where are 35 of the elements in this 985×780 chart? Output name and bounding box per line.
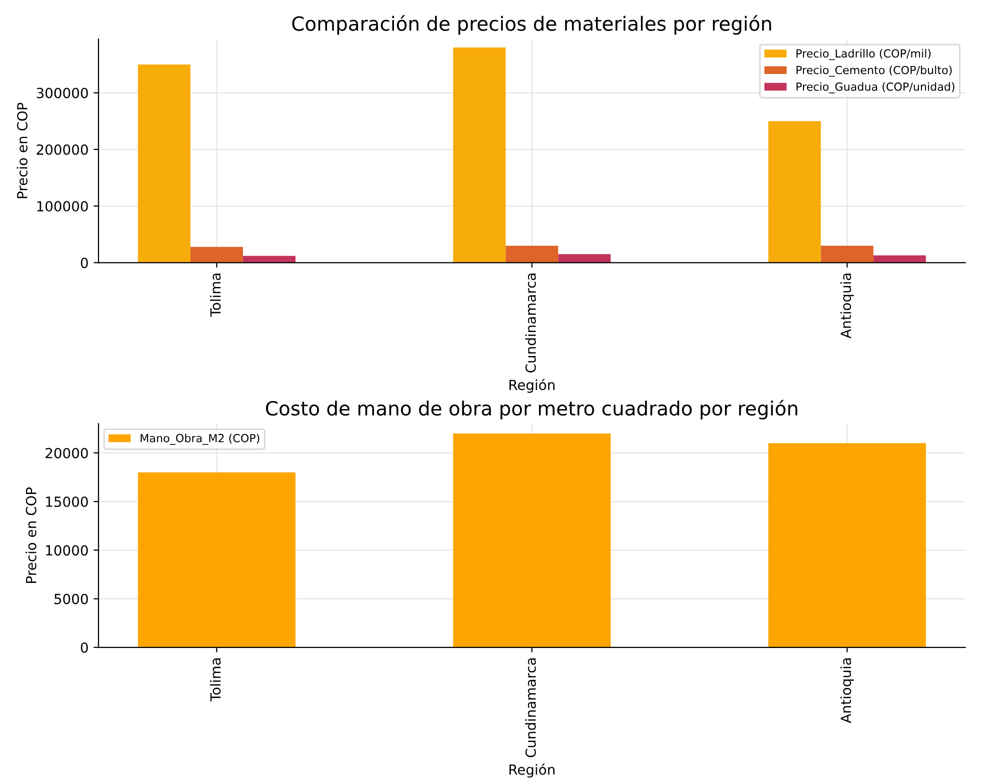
y-tick-label: 200000 [36,144,88,155]
x-tick-label: Cundinamarca [525,274,536,372]
x-axis-title: Región [509,378,554,393]
x-axis-title: Región [509,764,554,778]
y-tick-label: 15000 [46,496,88,507]
legend-label: Precio_Cemento (COP/bulto) [796,66,952,77]
bar [768,443,926,648]
x-tick-label: Cundinamarca [525,658,536,758]
x-tick-label: Tolima [210,658,221,702]
chart-title: Comparación de precios de materiales por región [292,15,772,35]
y-tick-label: 5000 [54,594,88,604]
bar [190,246,243,263]
legend-label: Precio_Guadua (COP/unidad) [796,82,954,94]
y-tick-label: 300000 [36,88,88,98]
legend-label: Mano_Obra_M2 (COP) [140,434,260,445]
bar [820,246,874,263]
bar [138,472,296,648]
y-axis-title: Precio en COP [16,102,28,198]
y-tick-label: 0 [80,258,88,268]
x-tick-label: Antioquia [840,658,854,724]
bar [453,433,611,648]
x-tick-label: Tolima [210,274,221,317]
chart-title: Costo de mano de obra por metro cuadrado por región [266,400,798,420]
bar [453,47,506,263]
bar [506,246,558,263]
x-tick-label: Antioquia [840,274,854,338]
bar [768,121,821,263]
legend-label: Precio_Ladrillo (COP/mil) [796,49,931,60]
y-axis-title: Precio en COP [26,487,36,583]
bar [558,254,611,263]
y-tick-label: 20000 [46,448,88,458]
y-tick-label: 0 [80,642,88,653]
y-tick-label: 10000 [46,545,88,556]
bar [138,64,190,263]
y-tick-label: 100000 [37,201,88,212]
